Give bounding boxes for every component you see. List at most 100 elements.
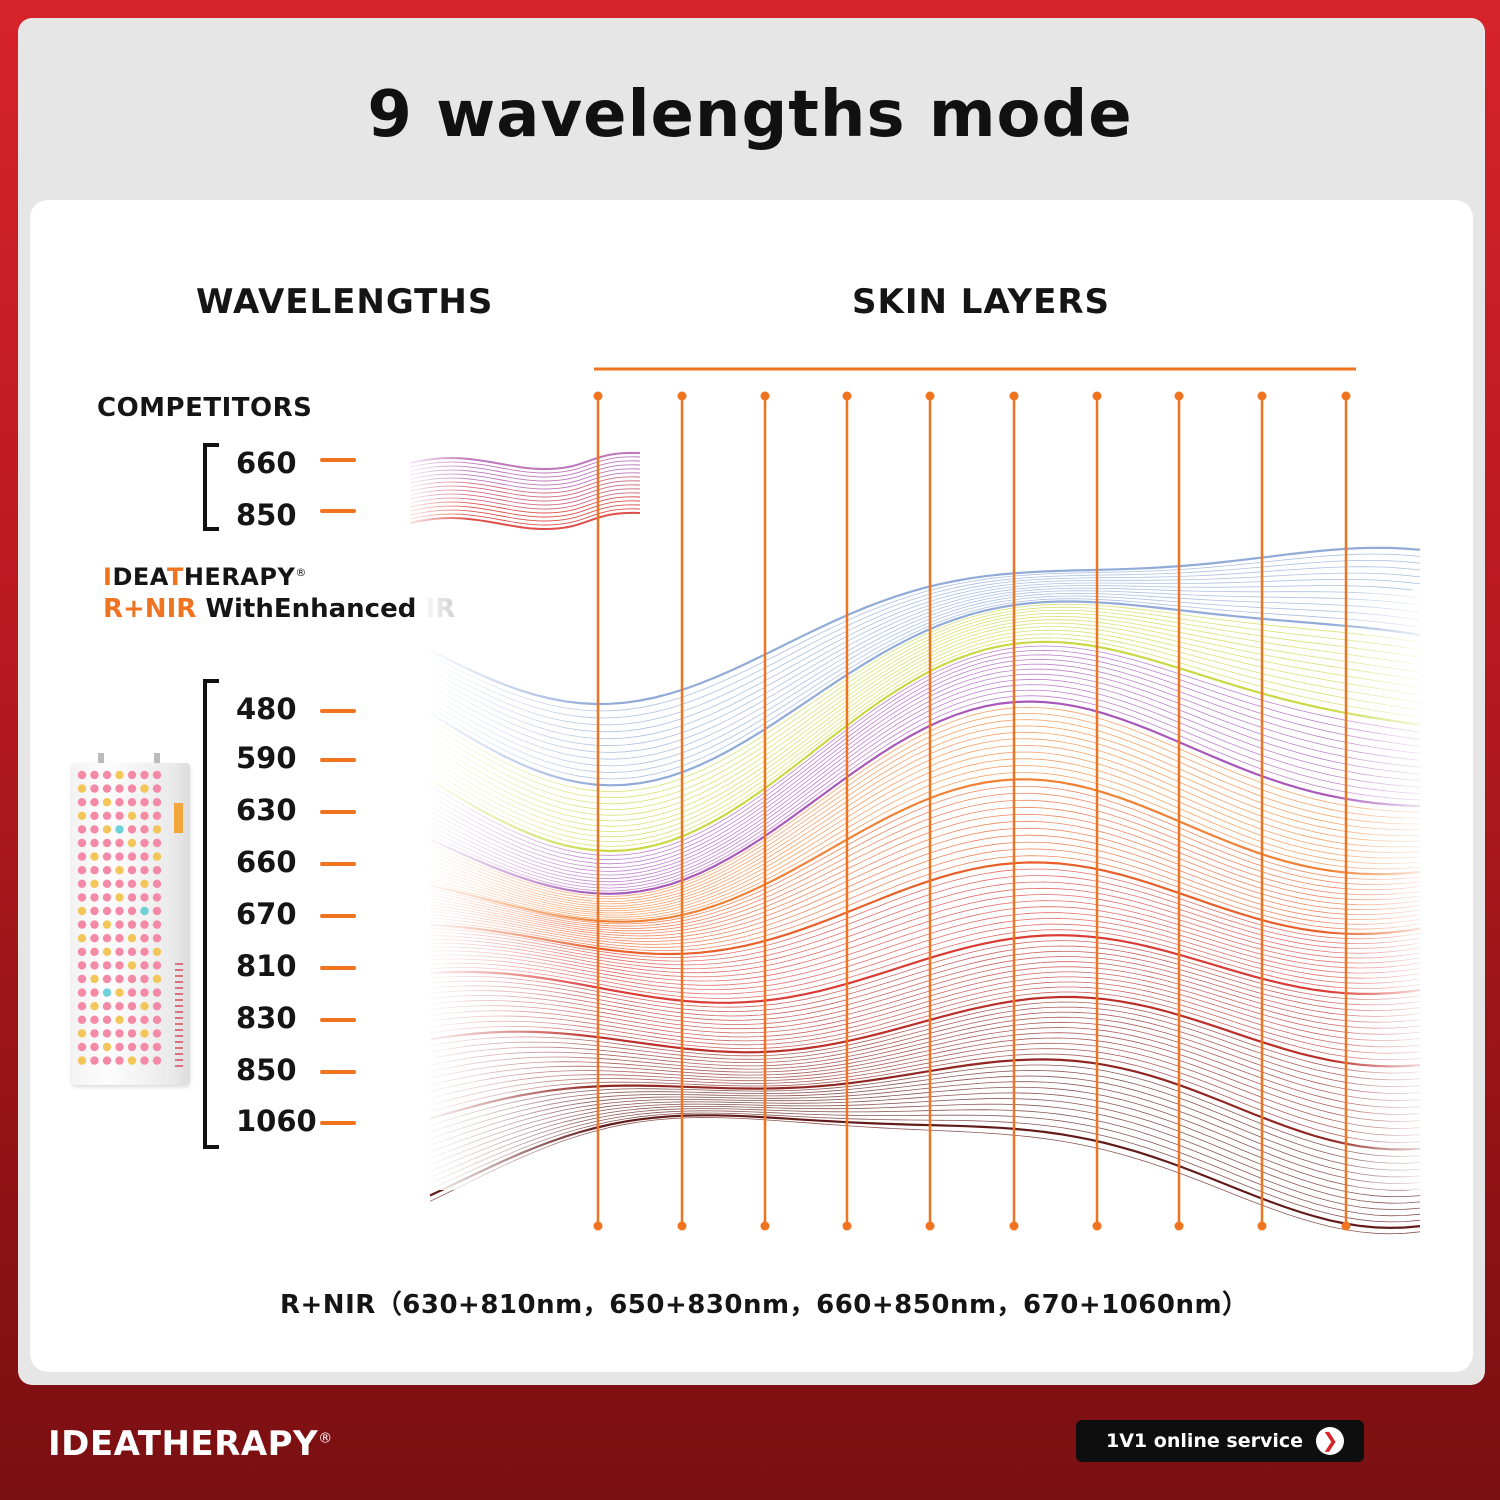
led-dot	[102, 961, 112, 970]
led-dot	[102, 866, 112, 875]
device-vent	[175, 1005, 183, 1007]
led-dot	[115, 893, 124, 902]
wavelength-tick	[320, 966, 356, 970]
led-dot	[152, 974, 162, 984]
led-dot	[77, 866, 87, 875]
led-dot	[152, 1029, 162, 1038]
wavelength-tick	[320, 1121, 356, 1125]
led-dot	[102, 879, 112, 888]
led-dot	[152, 961, 162, 970]
led-dot	[90, 1029, 99, 1038]
led-dot	[90, 988, 99, 997]
skin-layer-dot	[1092, 1221, 1102, 1231]
led-dot	[90, 770, 99, 780]
led-dot	[90, 798, 99, 807]
led-dot	[140, 825, 149, 834]
led-dot	[127, 825, 137, 834]
led-dot	[115, 974, 124, 984]
led-dot	[77, 811, 87, 820]
led-dot	[152, 879, 162, 888]
led-dot	[140, 1029, 149, 1038]
device-mount	[154, 753, 160, 763]
led-dot	[140, 906, 149, 916]
led-dot	[115, 1015, 124, 1024]
online-service-button[interactable]: 1V1 online service ❯	[1076, 1420, 1364, 1462]
led-dot	[115, 1002, 124, 1011]
led-dot	[77, 852, 87, 861]
led-dot	[140, 798, 149, 807]
led-dot	[115, 988, 124, 997]
competitor-wavelength: 850	[236, 498, 297, 532]
led-dot	[152, 988, 162, 997]
led-dot	[102, 784, 112, 793]
led-dot	[152, 893, 162, 902]
led-dot	[127, 893, 137, 902]
led-dot	[102, 1015, 112, 1024]
led-dot	[152, 947, 162, 956]
brand-wavelength: 850	[236, 1053, 297, 1087]
led-dot	[102, 906, 112, 916]
brand-wavelength: 670	[236, 897, 297, 931]
led-dot	[127, 934, 137, 943]
led-dot	[77, 879, 87, 888]
led-dot	[77, 770, 87, 780]
led-grid	[77, 770, 183, 1067]
led-dot	[152, 825, 162, 834]
skin-layer-dot	[1341, 391, 1351, 401]
led-dot	[127, 1056, 137, 1065]
competitors-bracket	[203, 443, 219, 531]
skin-layer-dot	[593, 1221, 603, 1231]
led-dot	[90, 784, 99, 793]
fade-mask	[400, 440, 470, 530]
led-dot	[140, 974, 149, 984]
led-dot	[140, 893, 149, 902]
competitors-label: COMPETITORS	[97, 393, 313, 423]
led-dot	[152, 770, 162, 780]
device-vent	[175, 1053, 183, 1055]
brand-wavelength: 630	[236, 793, 297, 827]
led-dot	[115, 920, 124, 929]
led-dot	[127, 1002, 137, 1011]
led-dot	[90, 1015, 99, 1024]
led-dot	[90, 852, 99, 861]
led-dot	[77, 988, 87, 997]
led-dot	[127, 784, 137, 793]
skin-layer-dot	[677, 1221, 687, 1231]
device-vent	[175, 969, 183, 971]
led-dot	[152, 920, 162, 929]
led-dot	[77, 906, 87, 916]
brand-wavelength: 810	[236, 949, 297, 983]
skin-layer-dot	[760, 1221, 770, 1231]
led-dot	[140, 879, 149, 888]
led-dot	[127, 961, 137, 970]
led-dot	[152, 811, 162, 820]
skin-layer-dot	[1341, 1221, 1351, 1231]
led-dot	[102, 1042, 112, 1052]
led-dot	[102, 1056, 112, 1065]
led-dot	[102, 811, 112, 820]
device-vent	[175, 975, 183, 977]
device-vent	[175, 1017, 183, 1019]
led-dot	[102, 798, 112, 807]
led-dot	[77, 1056, 87, 1065]
device-vent	[175, 1023, 183, 1025]
led-dot	[77, 893, 87, 902]
device-vent	[175, 1065, 183, 1067]
led-dot	[77, 1029, 87, 1038]
skin-layer-dot	[593, 391, 603, 401]
skin-layer-dot	[1092, 391, 1102, 401]
led-dot	[152, 1056, 162, 1065]
led-dot	[127, 852, 137, 861]
wavelength-footnote: R+NIR（630+810nm，650+830nm，660+850nm，670+…	[280, 1290, 1249, 1320]
brand-logo-text: IDEATHERAPY®	[103, 563, 307, 591]
led-dot	[77, 974, 87, 984]
led-dot	[115, 825, 124, 834]
wavelength-tick	[320, 1018, 356, 1022]
led-dot	[127, 988, 137, 997]
wavelength-tick	[320, 709, 356, 713]
skin-layer-dot	[1174, 1221, 1184, 1231]
footer-brand-logo: IDEATHERAPY®	[48, 1424, 333, 1464]
wavelengths-heading: WAVELENGTHS	[196, 282, 494, 322]
led-dot	[127, 974, 137, 984]
led-dot	[115, 1029, 124, 1038]
